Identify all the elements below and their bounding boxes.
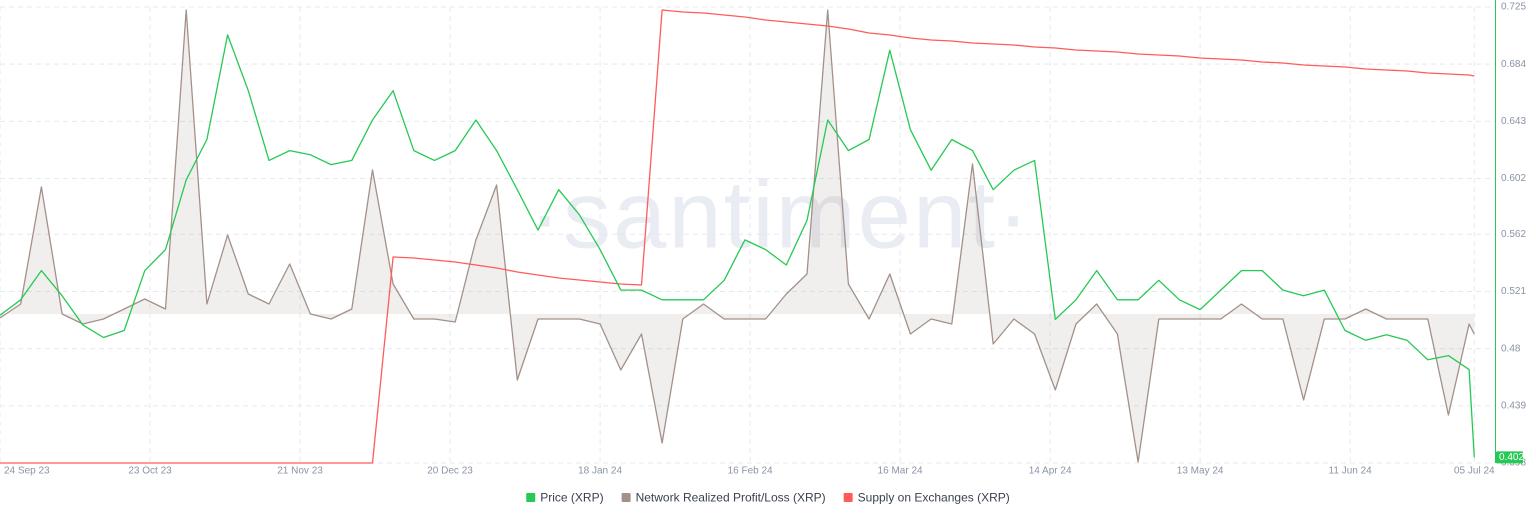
y-tick-label: 0.521 xyxy=(1501,286,1526,297)
y-tick-label: 0.725 xyxy=(1501,2,1526,13)
x-tick-label: 16 Feb 24 xyxy=(728,466,773,477)
y-tick-label: 0.562 xyxy=(1501,229,1526,240)
x-tick-label: 13 May 24 xyxy=(1177,466,1224,477)
y-tick-label: 0.643 xyxy=(1501,116,1526,127)
legend: Price (XRP) Network Realized Profit/Loss … xyxy=(526,491,1010,505)
x-tick-label: 18 Jan 24 xyxy=(578,466,622,477)
watermark: ·santiment· xyxy=(529,161,1031,268)
y-tick-label: 0.684 xyxy=(1501,59,1526,70)
legend-swatch xyxy=(621,493,631,502)
y-tick-label: 0.48 xyxy=(1501,343,1521,354)
series-line xyxy=(0,9,1475,463)
grid xyxy=(0,6,1495,464)
legend-label: Price (XRP) xyxy=(540,491,603,505)
series-line xyxy=(0,9,1475,464)
x-tick-label: 14 Apr 24 xyxy=(1029,466,1072,477)
x-tick-label: 24 Sep 23 xyxy=(4,466,50,477)
y-tick-label: 0.602 xyxy=(1501,173,1526,184)
legend-swatch xyxy=(843,493,853,502)
legend-label: Supply on Exchanges (XRP) xyxy=(858,491,1010,505)
x-tick-label: 11 Jun 24 xyxy=(1329,466,1373,477)
x-tick-label: 21 Nov 23 xyxy=(277,466,323,477)
x-tick-label: 23 Oct 23 xyxy=(128,466,172,477)
x-tick-label: 05 Jul 24 xyxy=(1454,466,1495,477)
legend-swatch xyxy=(526,493,536,502)
series-line xyxy=(0,34,1475,458)
x-tick-label: 16 Mar 24 xyxy=(878,466,923,477)
y-tick-label: 0.439 xyxy=(1501,400,1526,411)
legend-label: Network Realized Profit/Loss (XRP) xyxy=(636,491,826,505)
x-tick-label: 20 Dec 23 xyxy=(427,466,473,477)
last-value-badge xyxy=(1496,451,1523,464)
last-value-label: 0.402 xyxy=(1499,452,1524,463)
